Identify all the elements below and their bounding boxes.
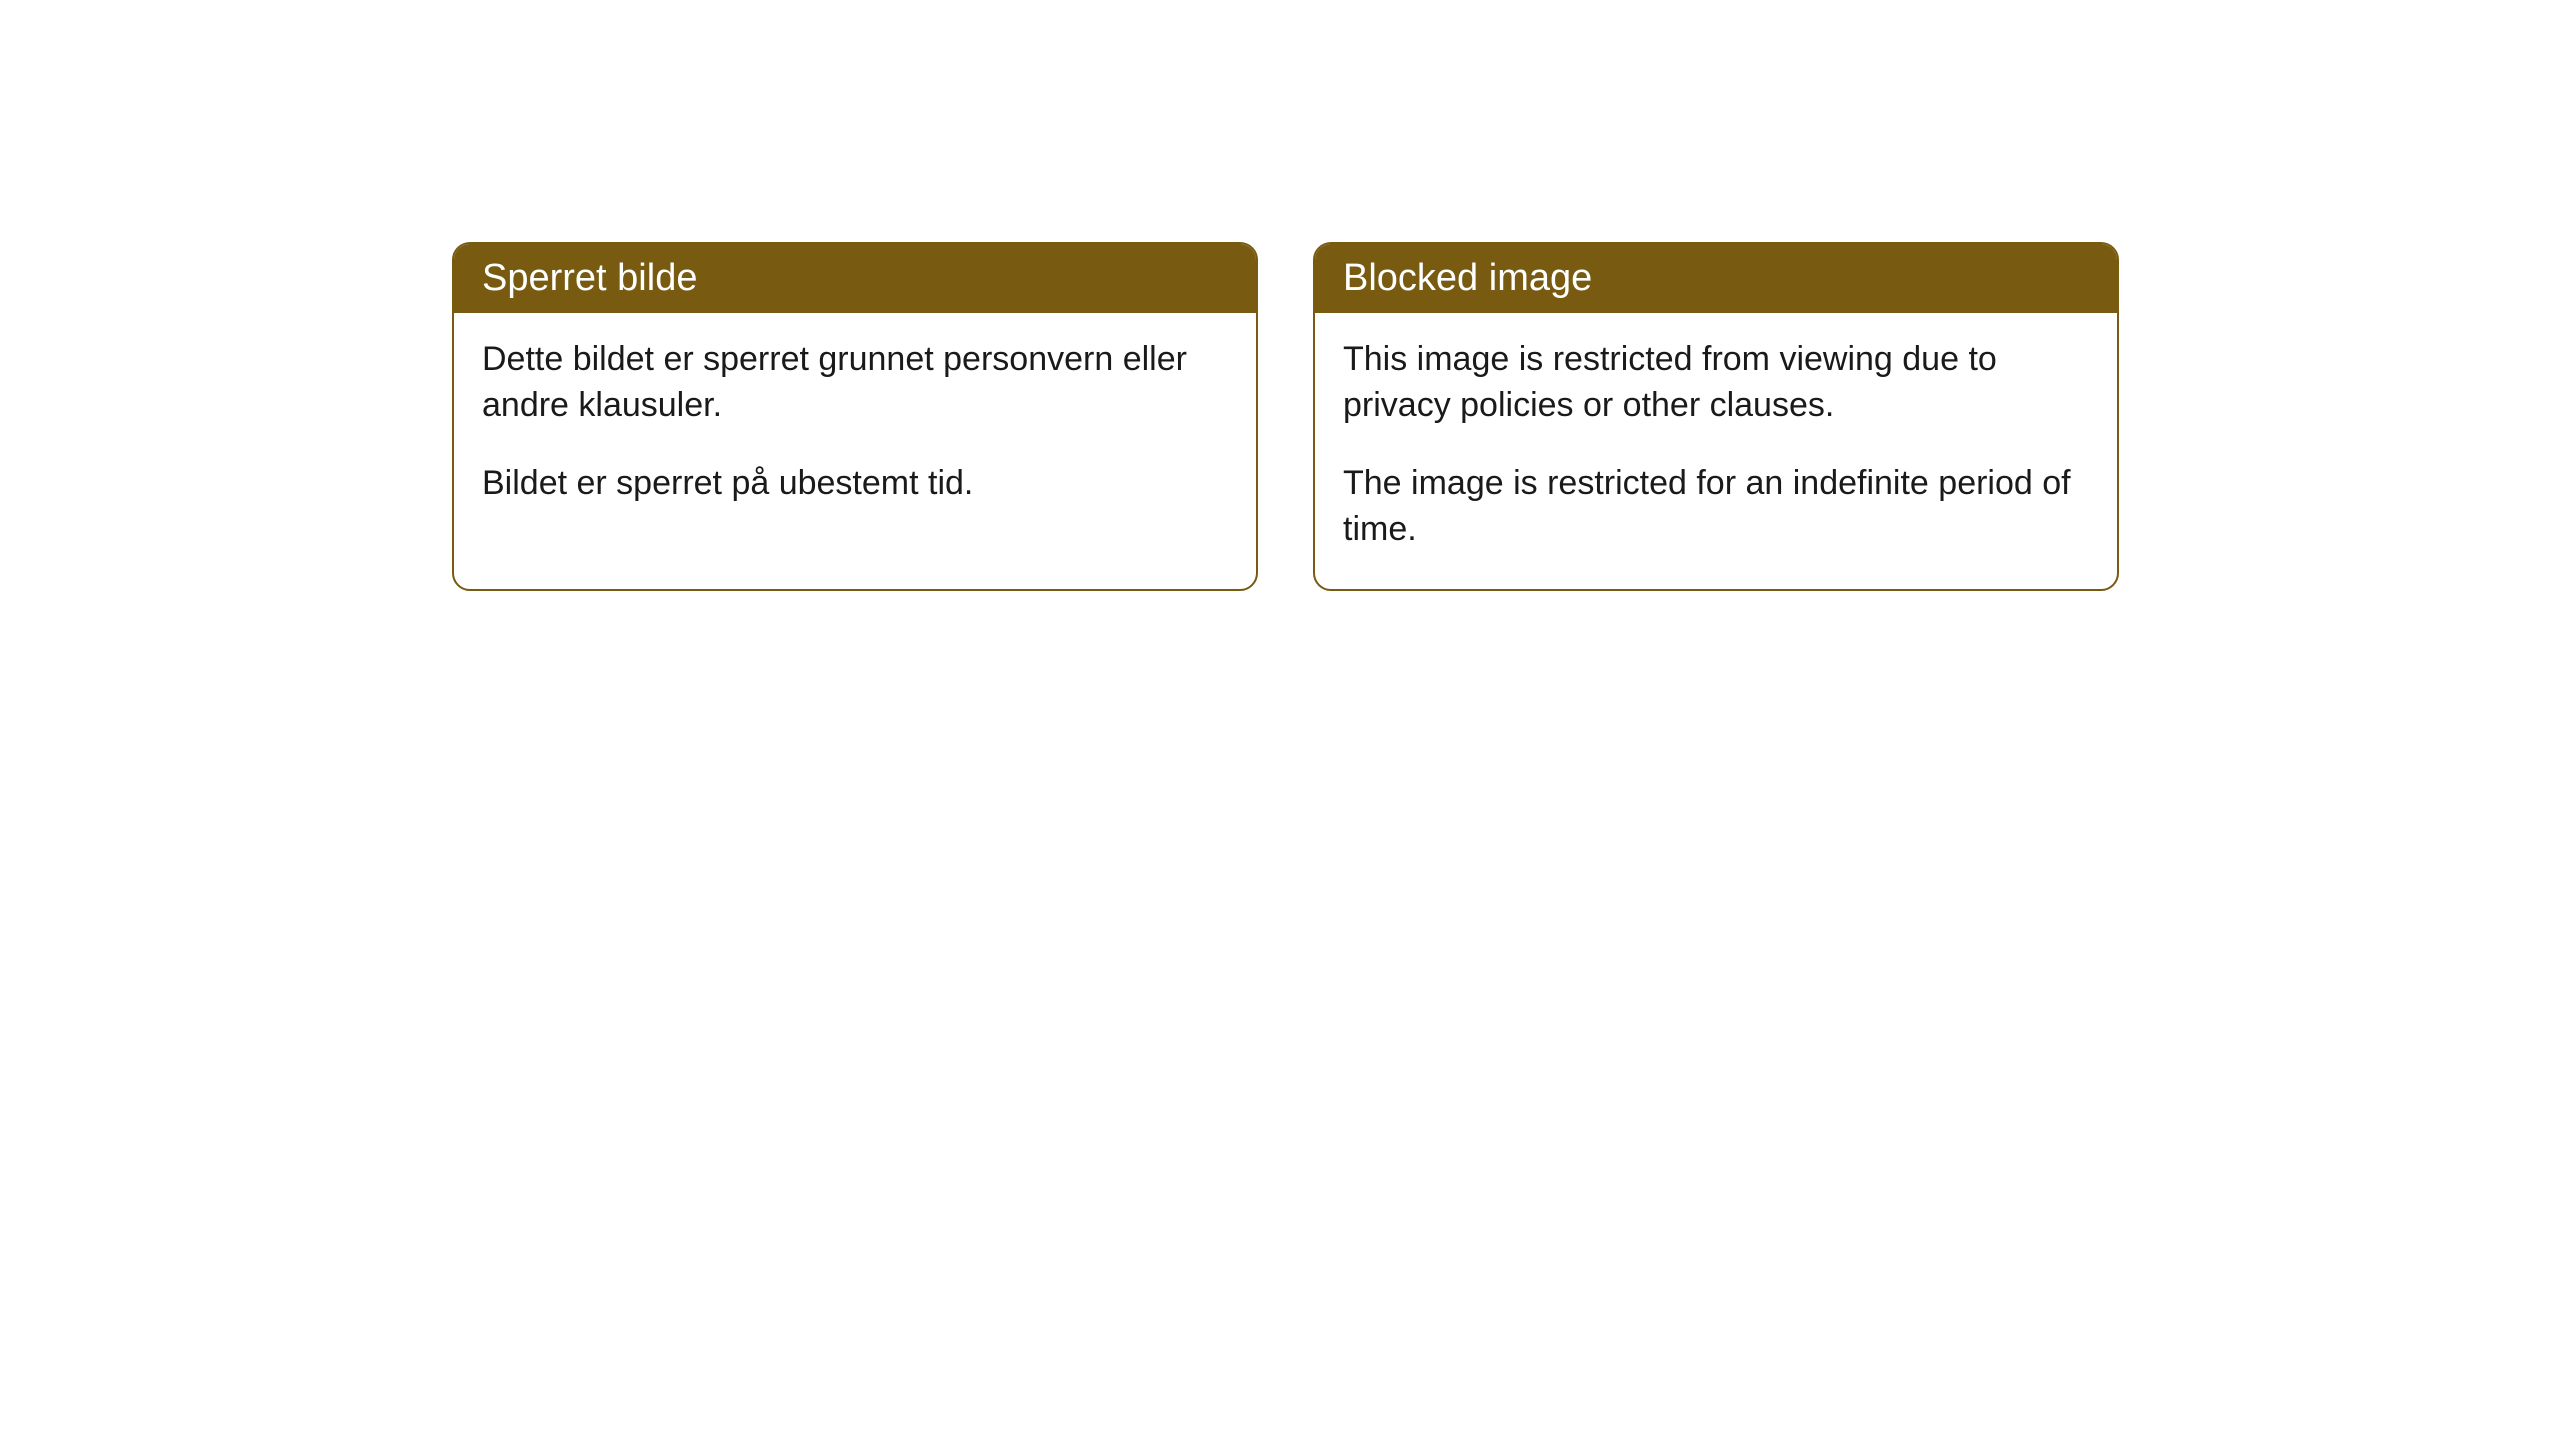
notice-title: Sperret bilde	[482, 257, 697, 299]
notice-paragraph: Bildet er sperret på ubestemt tid.	[482, 461, 1228, 507]
notice-paragraph: This image is restricted from viewing du…	[1343, 337, 2089, 429]
notice-title: Blocked image	[1343, 257, 1592, 299]
notice-body: Dette bildet er sperret grunnet personve…	[454, 313, 1256, 543]
notice-header: Sperret bilde	[454, 244, 1256, 313]
notice-card-english: Blocked image This image is restricted f…	[1313, 242, 2119, 591]
notice-header: Blocked image	[1315, 244, 2117, 313]
notice-card-norwegian: Sperret bilde Dette bildet er sperret gr…	[452, 242, 1258, 591]
notice-paragraph: The image is restricted for an indefinit…	[1343, 461, 2089, 553]
notice-container: Sperret bilde Dette bildet er sperret gr…	[452, 242, 2119, 591]
notice-paragraph: Dette bildet er sperret grunnet personve…	[482, 337, 1228, 429]
notice-body: This image is restricted from viewing du…	[1315, 313, 2117, 589]
